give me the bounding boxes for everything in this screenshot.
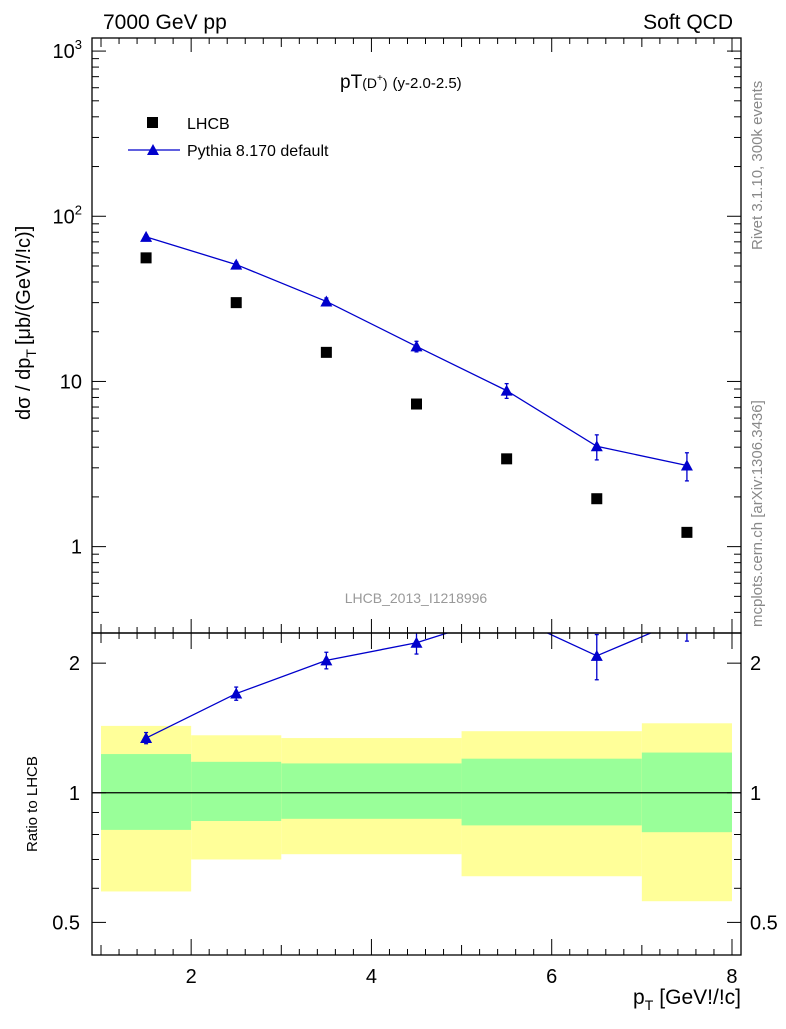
pythia-point	[500, 384, 513, 396]
y-tick-label: 1	[71, 537, 82, 559]
x-tick-label: 2	[186, 966, 197, 988]
ratio-y-tick-label-left: 0.5	[52, 912, 80, 934]
lhcb-data-point	[320, 346, 332, 358]
ratio-y-tick-label-left: 1	[69, 783, 80, 805]
ratio-pythia-point	[230, 687, 243, 699]
x-tick-label: 8	[726, 966, 737, 988]
legend-marker-pythia	[147, 144, 159, 155]
plot-title-close: )	[383, 75, 388, 91]
ratio-plot-ticks: 2 2 1 1 0.5 0.5 2 4 6 8	[52, 633, 778, 988]
main-y-axis-label-text: dσ / dp	[13, 358, 35, 420]
x-tick-label: 4	[366, 966, 377, 988]
plot-title-sup: +	[377, 73, 383, 84]
ratio-uncertainty-bands	[101, 723, 732, 902]
ratio-pythia-point	[501, 608, 513, 619]
ratio-y-tick-label-right: 1	[750, 783, 761, 805]
plot-title-sub: (D	[362, 75, 377, 91]
plot-title-main: pT	[340, 72, 363, 93]
x-axis-label: pT [GeV!/!c]	[633, 986, 741, 1013]
plot-title: pT(D+) (y-2.0-2.5)	[340, 72, 462, 93]
ratio-plot-marks	[140, 608, 693, 745]
header-left: 7000 GeV pp	[103, 11, 227, 34]
ratio-pythia-point	[320, 654, 333, 666]
pythia-point	[320, 295, 333, 307]
ratio-band-inner	[281, 763, 462, 819]
mcplots-label: mcplots.cern.ch [arXiv:1306.3436]	[749, 400, 766, 627]
main-y-axis-label-sub: T	[23, 349, 39, 358]
main-y-axis-label: dσ / dpT [μb/(GeV!/!c)]	[13, 226, 39, 420]
legend-label-pythia: Pythia 8.170 default	[187, 143, 329, 160]
ratio-y-tick-label-right: 0.5	[750, 912, 778, 934]
pythia-point	[230, 258, 243, 270]
ratio-band-inner	[191, 761, 282, 821]
ratio-pythia-point	[590, 649, 603, 661]
main-plot-marks	[140, 230, 693, 538]
pythia-point	[680, 459, 693, 471]
ratio-band-inner	[101, 754, 192, 830]
x-axis-label-text: p	[633, 986, 645, 1009]
lhcb-data-point	[411, 398, 422, 410]
ratio-y-tick-label-left: 2	[69, 653, 80, 675]
lhcb-data-point	[501, 453, 513, 465]
ratio-band-inner	[461, 758, 642, 826]
ratio-pythia-point	[681, 612, 693, 623]
legend-marker-lhcb	[147, 117, 158, 128]
lhcb-data-point	[140, 252, 152, 264]
ratio-plot-frame	[91, 632, 742, 956]
header-right: Soft QCD	[643, 11, 733, 34]
pythia-point	[410, 340, 423, 352]
y-tick-label: 103	[53, 37, 82, 63]
rivet-label: Rivet 3.1.10, 300k events	[749, 81, 766, 250]
analysis-watermark: LHCB_2013_I1218996	[345, 590, 488, 606]
main-y-axis-label-unit: [μb/(GeV!/!c)]	[13, 226, 35, 345]
x-axis-label-unit: [GeV!/!c]	[659, 986, 741, 1009]
pythia-point	[590, 440, 603, 452]
pythia-point	[140, 230, 153, 242]
x-tick-label: 6	[546, 966, 557, 988]
legend-label-lhcb: LHCB	[187, 116, 230, 133]
ratio-pythia-point	[140, 732, 153, 744]
lhcb-data-point	[230, 297, 242, 309]
ratio-pythia-point	[410, 636, 423, 648]
ratio-y-axis-label: Ratio to LHCB	[24, 756, 41, 852]
ratio-plot: 2 2 1 1 0.5 0.5 2 4 6 8 Ratio to LHCB pT [GeV!/!c]	[24, 608, 778, 1013]
y-tick-label: 10	[60, 371, 82, 393]
lhcb-data-point	[591, 493, 603, 505]
ratio-y-tick-label-right: 2	[750, 653, 761, 675]
x-axis-label-sub: T	[645, 997, 654, 1013]
y-tick-label: 102	[53, 202, 82, 228]
legend: LHCB Pythia 8.170 default	[128, 116, 329, 160]
plot-title-range: (y-2.0-2.5)	[392, 75, 461, 92]
lhcb-data-point	[681, 526, 693, 538]
